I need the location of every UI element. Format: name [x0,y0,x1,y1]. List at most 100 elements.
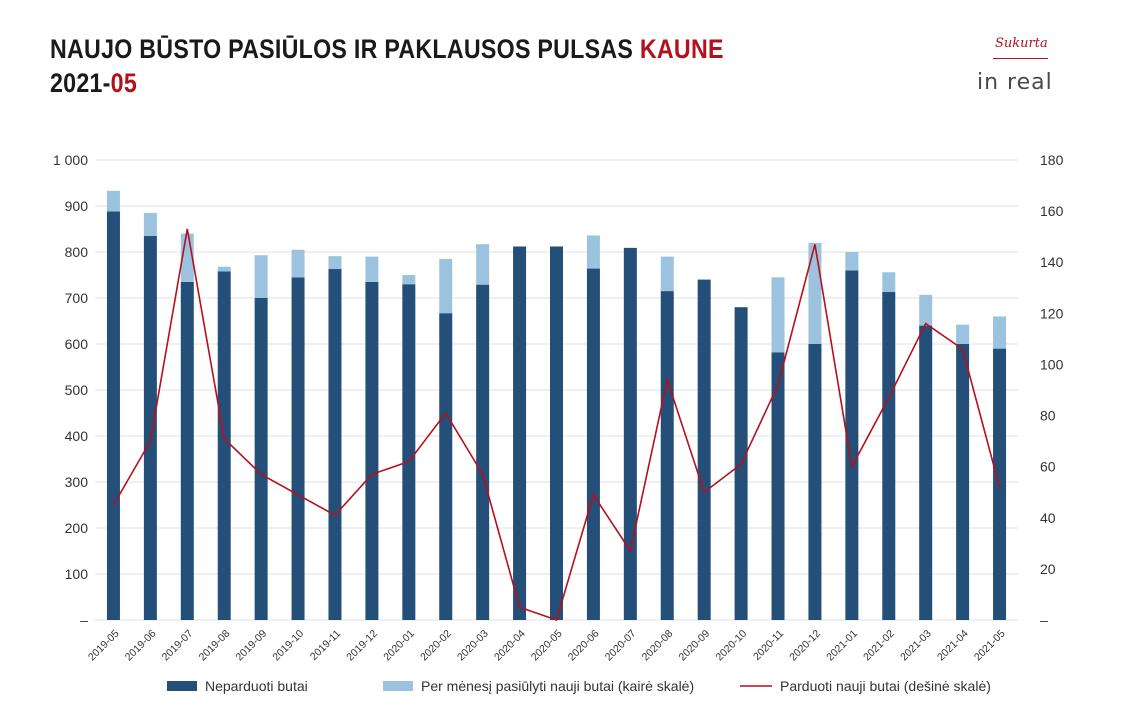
x-tick-label: 2020-09 [677,628,713,664]
right-tick-label: 80 [1040,408,1056,424]
x-tick-label: 2020-03 [455,628,491,664]
right-tick-label: 120 [1040,305,1064,321]
period-year: 2021- [50,68,111,98]
legend: Neparduoti butai Per mėnesį pasiūlyti nau… [167,678,991,694]
x-tick-label: 2020-10 [713,628,749,664]
bar-unsold [143,235,157,620]
bar-offered [217,266,231,272]
right-tick-label: – [1040,612,1048,628]
x-tick-label: 2020-07 [603,628,639,664]
inreal-logo: Sukurta in real [975,36,1070,98]
x-tick-label: 2021-04 [935,628,971,664]
legend-label-sold: Parduoti nauji butai (dešinė skalė) [780,678,991,694]
bar-unsold [956,344,970,620]
logo-divider [993,58,1048,59]
bar-unsold [180,281,194,620]
bar-unsold [623,247,637,621]
bar-unsold [476,284,490,620]
right-tick-label: 20 [1040,561,1056,577]
bar-offered [660,256,674,292]
bar-unsold [845,270,859,620]
bar-offered [771,277,785,353]
left-tick-label: 600 [65,336,89,352]
bar-offered [365,256,379,282]
bar-offered [586,235,600,269]
left-tick-label: 900 [65,198,89,214]
bar-unsold [106,211,120,620]
bar-unsold [586,268,600,620]
bar-offered [254,255,268,298]
right-tick-label: 140 [1040,254,1064,270]
legend-label-unsold: Neparduoti butai [205,678,308,694]
x-tick-label: 2020-05 [529,628,565,664]
legend-swatch-unsold [167,681,197,691]
left-tick-label: 500 [65,382,89,398]
line-group [112,228,1001,622]
left-tick-label: 800 [65,244,89,260]
left-tick-label: 1 000 [53,152,88,168]
x-tick-label: 2020-12 [787,628,823,664]
bar-unsold [771,352,785,620]
x-tick-label: 2019-06 [123,628,159,664]
x-tick-label: 2020-06 [566,628,602,664]
title-main: NAUJO BŪSTO PASIŪLOS IR PAKLAUSOS PULSAS [50,34,640,64]
bar-offered [845,252,859,271]
bar-offered [291,249,305,278]
bar-unsold [550,246,563,621]
bar-unsold [882,292,896,620]
bar-offered [328,256,342,270]
left-tick-label: 700 [65,290,89,306]
x-tick-label: 2020-08 [640,628,676,664]
x-tick-label: 2021-01 [824,628,860,664]
x-tick-label: 2019-10 [270,628,306,664]
bar-unsold [402,284,416,620]
x-tick-label: 2019-09 [234,628,270,664]
line-sold [112,228,1001,622]
chart-title: NAUJO BŪSTO PASIŪLOS IR PAKLAUSOS PULSAS… [50,32,724,66]
title-block: NAUJO BŪSTO PASIŪLOS IR PAKLAUSOS PULSAS… [50,32,833,100]
x-tick-label: 2020-11 [751,628,786,663]
bars-group [106,190,1007,621]
bar-unsold [513,246,527,621]
bar-offered [993,316,1007,349]
bar-unsold [254,298,268,620]
bar-offered [956,324,970,344]
bar-unsold [365,281,379,620]
bar-unsold [808,344,822,620]
bar-offered [882,272,896,293]
right-tick-label: 160 [1040,203,1064,219]
bar-offered [402,275,416,285]
x-tick-label: 2019-11 [308,628,343,663]
x-tick-label: 2019-12 [344,628,380,664]
x-tick-label: 2021-03 [898,628,934,664]
x-tick-label: 2020-04 [492,628,528,664]
bar-unsold [919,325,933,620]
chart-period: 2021-05 [50,66,724,100]
x-tick-label: 2019-08 [197,628,233,664]
bar-unsold [697,279,711,620]
left-tick-label: 200 [65,520,89,536]
title-city: KAUNE [639,34,724,64]
bar-offered [476,244,490,285]
logo-brand-text: in real [977,70,1053,95]
bar-offered [439,258,453,314]
right-tick-label: 60 [1040,459,1056,475]
x-tick-label: 2021-02 [861,628,897,664]
bar-unsold [217,271,231,620]
legend-swatch-offered [383,681,413,691]
bar-unsold [328,269,342,620]
left-tick-label: 300 [65,474,89,490]
bar-unsold [439,313,453,620]
bar-offered [106,190,120,212]
bar-offered [143,212,157,236]
right-tick-label: 180 [1040,152,1064,168]
x-tick-label: 2019-07 [160,628,196,664]
right-tick-label: 100 [1040,356,1064,372]
logo-sukurta-text: Sukurta [995,36,1048,51]
legend-label-offered: Per mėnesį pasiūlyti nauji butai (kairė … [421,678,694,694]
x-tick-label: 2019-05 [86,628,122,664]
left-tick-label: 400 [65,428,89,444]
right-tick-label: 40 [1040,510,1056,526]
left-tick-label: 100 [65,566,89,582]
period-month: 05 [110,68,138,98]
